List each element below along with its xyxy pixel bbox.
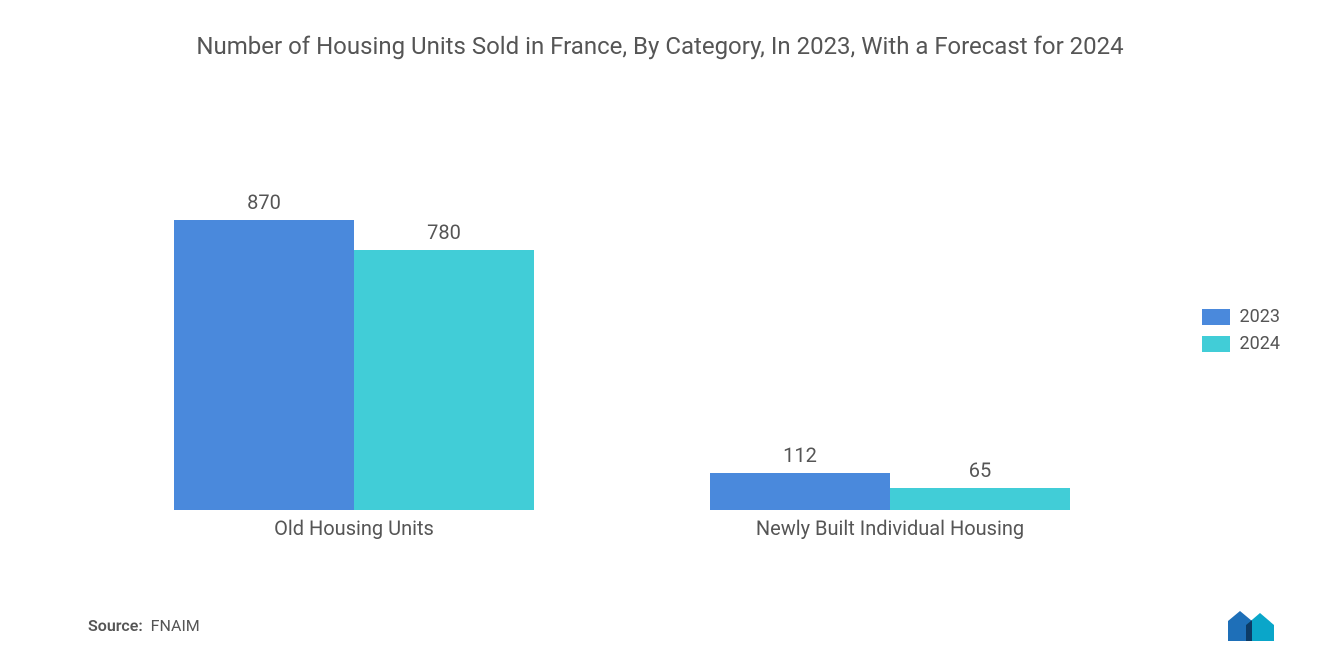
bar-value-label: 65 [890, 458, 1070, 482]
bar: 112 [710, 473, 890, 510]
brand-logo [1226, 607, 1280, 643]
source-value: FNAIM [151, 616, 200, 635]
chart-source: Source: FNAIM [88, 616, 200, 635]
bar-value-label: 112 [710, 443, 890, 467]
legend-item: 2024 [1202, 333, 1280, 354]
legend-swatch [1202, 309, 1230, 325]
legend-swatch [1202, 336, 1230, 352]
bar-value-label: 780 [354, 220, 534, 244]
source-label: Source: [88, 616, 143, 635]
legend-label: 2024 [1240, 333, 1280, 354]
legend-item: 2023 [1202, 306, 1280, 327]
bar: 780 [354, 250, 534, 510]
bar-group: 870780Old Housing Units [174, 80, 534, 510]
bar: 65 [890, 488, 1070, 510]
chart-baseline [150, 510, 1110, 511]
chart-legend: 2023 2024 [1202, 300, 1280, 360]
category-label: Old Housing Units [164, 516, 544, 540]
chart-title: Number of Housing Units Sold in France, … [0, 30, 1320, 62]
bar-group: 11265Newly Built Individual Housing [710, 80, 1070, 510]
bar: 870 [174, 220, 354, 510]
legend-label: 2023 [1240, 306, 1280, 327]
category-label: Newly Built Individual Housing [700, 516, 1080, 540]
chart-plot-area: 870780Old Housing Units11265Newly Built … [150, 110, 1110, 540]
bar-value-label: 870 [174, 190, 354, 214]
